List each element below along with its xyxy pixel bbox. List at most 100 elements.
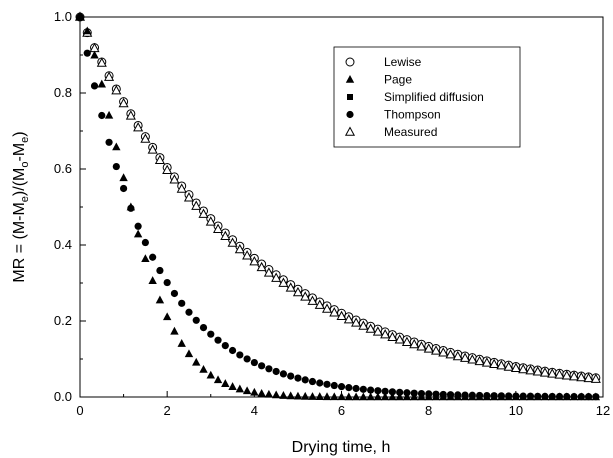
- data-point: [467, 354, 478, 364]
- data-point: [97, 79, 106, 88]
- data-point: [584, 392, 593, 401]
- data-point: [445, 349, 456, 359]
- data-point: [169, 174, 180, 184]
- data-point: [228, 346, 237, 355]
- x-tick-label: 4: [251, 403, 258, 418]
- data-point: [438, 347, 449, 357]
- data-point: [207, 330, 215, 338]
- data-point: [577, 392, 586, 401]
- data-point: [256, 261, 267, 272]
- data-point: [221, 379, 230, 387]
- x-tick-label: 6: [338, 403, 345, 418]
- data-point: [75, 12, 85, 21]
- data-point: [227, 237, 238, 247]
- data-point: [242, 386, 252, 395]
- data-point: [337, 383, 346, 391]
- series-thompson: [76, 13, 600, 401]
- data-point: [569, 371, 580, 381]
- legend-marker: [347, 94, 353, 100]
- data-point: [249, 256, 260, 266]
- data-point: [199, 364, 208, 373]
- data-point: [518, 363, 529, 374]
- data-point: [234, 243, 245, 254]
- data-point: [323, 380, 331, 388]
- data-point: [352, 384, 360, 393]
- data-point: [154, 154, 165, 165]
- data-point: [410, 392, 419, 401]
- data-point: [163, 278, 171, 287]
- data-point: [279, 391, 288, 399]
- data-point: [460, 352, 471, 362]
- data-point: [561, 370, 572, 380]
- data-point: [388, 392, 397, 401]
- y-tick-label: 0.6: [54, 161, 72, 176]
- data-point: [155, 295, 165, 304]
- data-point: [271, 390, 281, 399]
- legend-label: Page: [384, 73, 412, 87]
- data-point: [185, 308, 193, 316]
- data-point: [496, 360, 507, 370]
- legend-box: [333, 46, 521, 148]
- data-point: [104, 110, 114, 119]
- data-point: [300, 291, 311, 301]
- data-point: [365, 323, 376, 333]
- legend-item: Thompson: [346, 108, 441, 122]
- data-point: [475, 392, 484, 401]
- x-tick-label: 12: [596, 403, 610, 418]
- data-point: [285, 282, 296, 292]
- data-point: [170, 326, 179, 335]
- data-point: [409, 338, 420, 349]
- data-point: [548, 392, 557, 401]
- data-point: [308, 377, 317, 386]
- data-point: [112, 142, 121, 151]
- legend-item: Measured: [344, 125, 437, 139]
- data-point: [265, 365, 273, 373]
- legend-marker: [345, 75, 355, 83]
- legend-marker: [345, 57, 355, 67]
- data-point: [162, 164, 173, 175]
- data-point: [294, 374, 302, 382]
- series-page: [75, 12, 601, 401]
- data-point: [286, 391, 295, 400]
- data-point: [141, 238, 149, 247]
- data-point: [380, 329, 391, 339]
- data-point: [526, 392, 535, 401]
- data-point: [279, 370, 288, 378]
- y-tick-label: 1.0: [54, 9, 72, 24]
- data-point: [417, 392, 426, 401]
- data-point: [468, 392, 477, 401]
- data-point: [293, 391, 303, 400]
- data-point: [329, 307, 340, 317]
- data-point: [278, 277, 289, 287]
- data-point: [257, 388, 266, 397]
- data-point: [359, 385, 367, 393]
- y-axis: 0.0 0.2 0.4 0.6 0.8 1.0: [54, 9, 86, 404]
- data-point: [149, 253, 157, 261]
- data-point: [366, 392, 375, 401]
- data-point: [539, 367, 551, 377]
- data-point: [141, 254, 150, 262]
- data-point: [307, 295, 318, 305]
- data-point: [330, 381, 338, 390]
- data-point: [396, 388, 404, 396]
- data-point: [511, 392, 521, 401]
- data-point: [481, 357, 492, 367]
- data-point: [576, 371, 587, 382]
- data-point: [460, 392, 470, 401]
- data-point: [562, 392, 571, 401]
- data-point: [322, 392, 332, 401]
- data-point: [147, 144, 158, 154]
- data-point: [126, 202, 136, 211]
- data-point: [315, 392, 324, 400]
- data-point: [140, 133, 151, 143]
- legend-marker: [346, 110, 354, 119]
- data-point: [170, 289, 179, 298]
- data-point: [287, 372, 295, 380]
- data-point: [220, 230, 231, 241]
- data-point: [133, 229, 143, 238]
- data-point: [83, 49, 91, 57]
- data-point: [133, 122, 144, 132]
- series-measured: [74, 11, 601, 383]
- data-point: [96, 57, 107, 67]
- legend-label: Thompson: [384, 108, 441, 122]
